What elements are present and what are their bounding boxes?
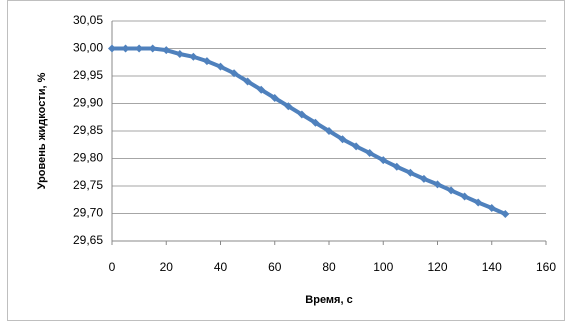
- data-point: [474, 198, 483, 207]
- data-point: [325, 127, 333, 135]
- y-tick-label: 29,95: [73, 68, 103, 82]
- y-tick-label: 30,00: [73, 41, 103, 55]
- x-tick-label: 120: [427, 260, 447, 274]
- x-tick-label: 40: [214, 260, 228, 274]
- x-tick-label: 60: [268, 260, 282, 274]
- x-tick-label: 140: [482, 260, 502, 274]
- data-point: [148, 44, 157, 53]
- data-point: [406, 168, 415, 177]
- y-tick-label: 29,90: [73, 96, 103, 110]
- data-point: [202, 57, 211, 66]
- data-point: [135, 44, 144, 53]
- data-point: [121, 44, 130, 53]
- data-point: [487, 204, 496, 212]
- data-point: [243, 77, 252, 86]
- data-point: [175, 50, 184, 58]
- y-axis-title: Уровень жидкости, %: [36, 72, 48, 189]
- data-point: [379, 156, 388, 165]
- y-tick-label: 29,85: [73, 123, 103, 137]
- y-tick-label: 29,80: [73, 151, 103, 165]
- x-tick-label: 100: [373, 260, 393, 274]
- data-point: [392, 162, 401, 171]
- data-point: [447, 186, 456, 195]
- data-point: [338, 135, 347, 144]
- y-tick-label: 30,05: [73, 13, 103, 27]
- data-point: [257, 85, 266, 94]
- data-point: [352, 142, 361, 151]
- y-tick-label: 29,70: [73, 206, 103, 220]
- data-point: [501, 210, 510, 219]
- data-point: [311, 118, 320, 127]
- data-point: [108, 44, 116, 53]
- x-tick-label: 80: [322, 260, 336, 274]
- data-point: [419, 174, 428, 183]
- data-point: [216, 62, 225, 71]
- y-tick-label: 29,75: [73, 178, 103, 192]
- data-point: [270, 94, 279, 102]
- data-point: [433, 180, 442, 189]
- data-point: [230, 69, 239, 78]
- data-point: [189, 52, 198, 61]
- x-tick-label: 160: [536, 260, 556, 274]
- data-point: [460, 192, 469, 201]
- y-tick-label: 29,65: [73, 233, 103, 247]
- chart-frame: [7, 0, 565, 321]
- x-axis-title: Время, с: [305, 294, 352, 306]
- data-point: [297, 110, 306, 119]
- data-point: [365, 149, 374, 157]
- x-tick-label: 20: [160, 260, 174, 274]
- x-tick-label: 0: [109, 260, 116, 274]
- data-point: [284, 102, 293, 111]
- data-point: [162, 46, 171, 55]
